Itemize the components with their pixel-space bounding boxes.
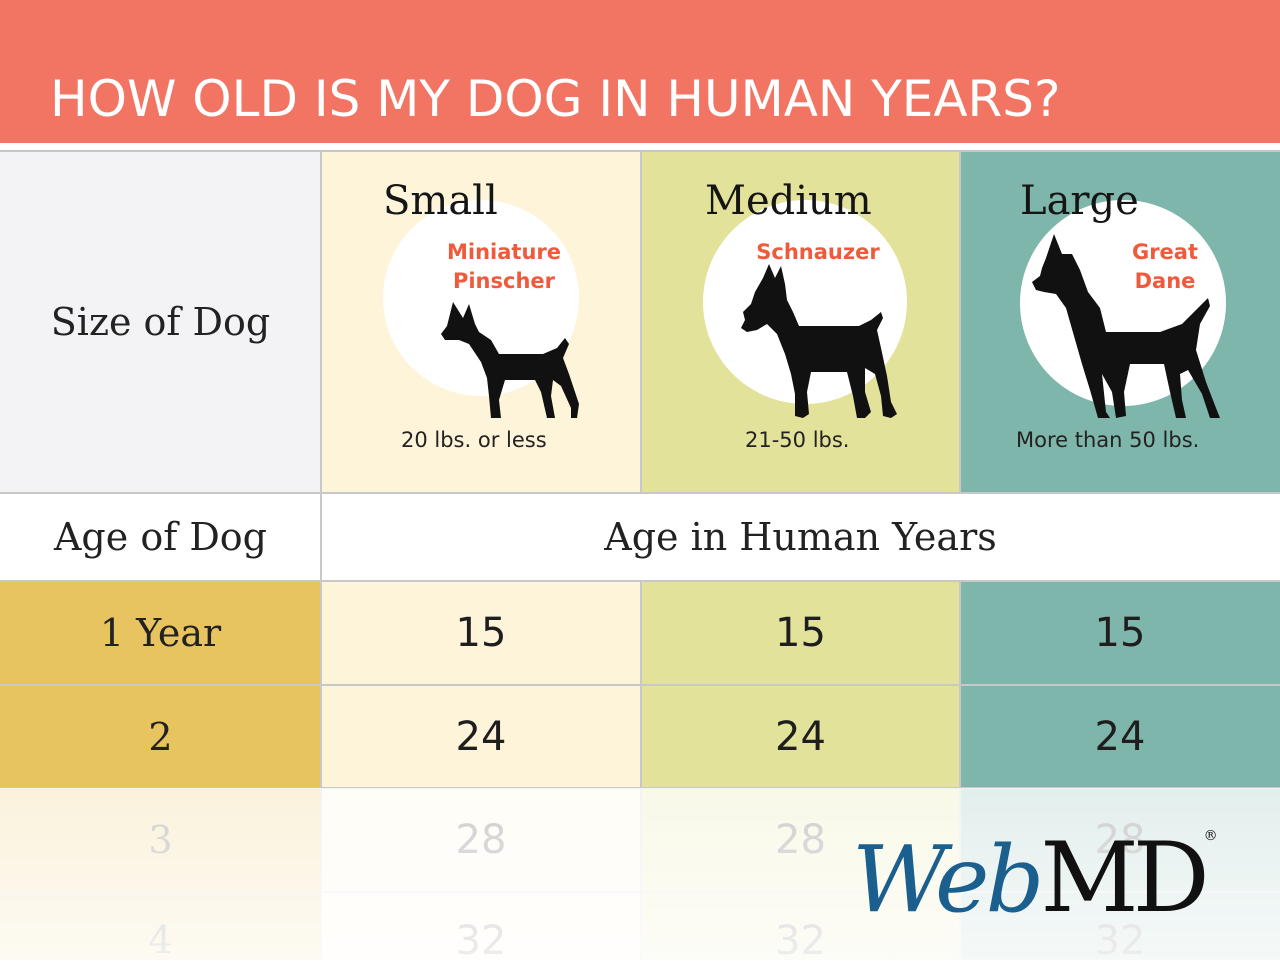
large-breed-line2: Dane	[1134, 269, 1196, 293]
age-in-human-years-label: Age in Human Years	[604, 515, 997, 559]
page-title: HOW OLD IS MY DOG IN HUMAN YEARS?	[50, 70, 1061, 128]
human-years-value: 15	[775, 610, 826, 656]
size-of-dog-cell: Size of Dog	[0, 150, 321, 493]
age-value: 1 Year	[99, 611, 222, 655]
human-years-value: 15	[1094, 610, 1146, 656]
human-years-value: 15	[455, 610, 507, 656]
age-value: 2	[148, 714, 173, 759]
table-cell-small: 24	[321, 685, 641, 788]
age-of-dog-header: Age of Dog	[0, 493, 321, 581]
registered-mark: ®	[1203, 828, 1218, 844]
age-in-human-years-header: Age in Human Years	[321, 493, 1280, 581]
large-weight-label: More than 50 lbs.	[1016, 428, 1200, 452]
schnauzer-silhouette-icon	[741, 264, 897, 418]
size-of-dog-label: Size of Dog	[50, 299, 271, 344]
table-cell-medium: 15	[641, 581, 960, 685]
table-cell-large: 15	[960, 581, 1280, 685]
human-years-value: 24	[455, 713, 507, 760]
column-divider	[640, 150, 642, 493]
column-divider	[959, 581, 961, 960]
small-breed-label: Miniature Pinscher	[439, 238, 569, 296]
table-cell-medium: 24	[641, 685, 960, 788]
small-weight-label: 20 lbs. or less	[401, 428, 547, 452]
great-dane-silhouette-icon	[1032, 234, 1220, 418]
human-years-value: 24	[775, 713, 826, 760]
medium-size-header: Medium Schnauzer 21-50 lbs.	[641, 150, 960, 493]
medium-weight-label: 21-50 lbs.	[745, 428, 850, 452]
small-breed-line2: Pinscher	[452, 269, 556, 293]
column-divider	[640, 581, 642, 960]
medium-breed-label: Schnauzer	[743, 238, 893, 267]
column-divider	[320, 150, 322, 960]
table-row-age: 2	[0, 685, 321, 788]
table-row-age: 1 Year	[0, 581, 321, 685]
bottom-fade-overlay	[0, 788, 1280, 960]
age-of-dog-label: Age of Dog	[53, 515, 268, 559]
medium-size-label: Medium	[705, 178, 872, 224]
large-breed-line1: Great	[1131, 240, 1199, 264]
large-size-header: Large Great Dane More than 50 lbs.	[960, 150, 1280, 493]
title-banner: HOW OLD IS MY DOG IN HUMAN YEARS?	[0, 0, 1280, 143]
table-cell-large: 24	[960, 685, 1280, 788]
human-years-value: 24	[1094, 713, 1146, 760]
small-breed-line1: Miniature	[446, 240, 561, 264]
webmd-logo: WebMD®	[852, 822, 1218, 934]
table-cell-small: 15	[321, 581, 641, 685]
large-size-label: Large	[1020, 178, 1139, 224]
column-divider	[959, 150, 961, 493]
logo-md-text: MD	[1040, 822, 1209, 934]
row-divider	[0, 492, 1280, 494]
small-size-header: Small Miniature Pinscher 20 lbs. or less	[321, 150, 641, 493]
medium-breed-line1: Schnauzer	[756, 240, 880, 264]
miniature-pinscher-silhouette-icon	[441, 302, 579, 418]
small-size-label: Small	[383, 178, 498, 224]
logo-web-text: Web	[852, 826, 1044, 933]
large-breed-label: Great Dane	[1110, 238, 1220, 296]
